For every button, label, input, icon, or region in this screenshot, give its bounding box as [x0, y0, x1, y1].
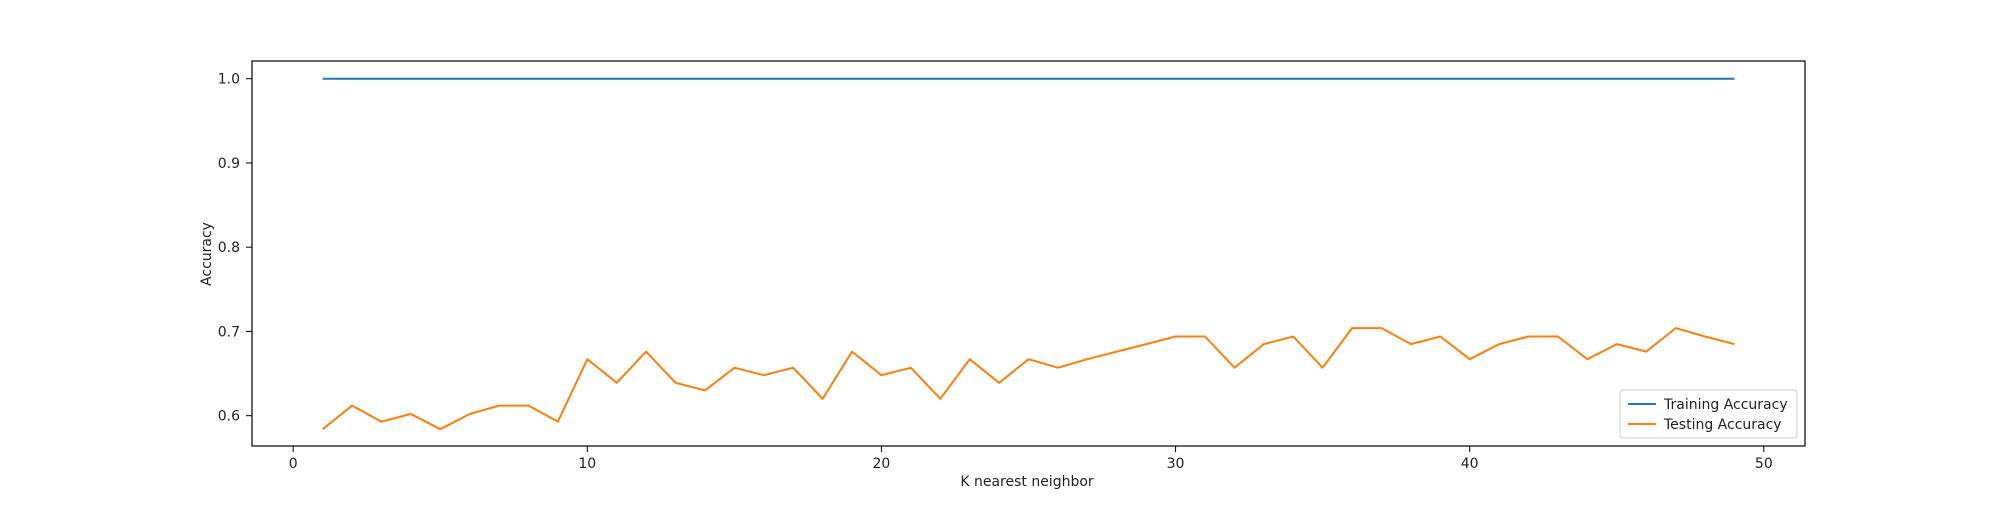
axes: 0 10 20 30 40 50 0.6 0.7 0.8 0.9 1.0 — [218, 60, 1806, 472]
legend: Training Accuracy Testing Accuracy — [1619, 389, 1798, 439]
y-tick-label: 0.7 — [218, 324, 240, 340]
x-tick-label: 40 — [1461, 456, 1479, 472]
x-tick-label: 20 — [873, 456, 891, 472]
y-tick-label: 0.6 — [218, 409, 240, 425]
y-tick-label: 0.8 — [218, 240, 240, 256]
series-line-testing-accuracy — [321, 327, 1735, 431]
x-tick-label: 50 — [1755, 456, 1773, 472]
y-tick-label: 0.9 — [218, 156, 240, 172]
plot-area — [321, 77, 1735, 431]
x-axis-label: K nearest neighbor — [960, 474, 1094, 490]
x-tick-label: 30 — [1167, 456, 1185, 472]
y-tick-label: 1.0 — [218, 72, 240, 88]
legend-label: Testing Accuracy — [1663, 417, 1782, 433]
x-tick-label: 10 — [578, 456, 596, 472]
legend-box — [1619, 389, 1798, 439]
axes-frame — [251, 60, 1806, 447]
x-tick-label: 0 — [289, 456, 298, 472]
legend-label: Training Accuracy — [1663, 397, 1788, 413]
y-axis-label: Accuracy — [199, 222, 215, 286]
